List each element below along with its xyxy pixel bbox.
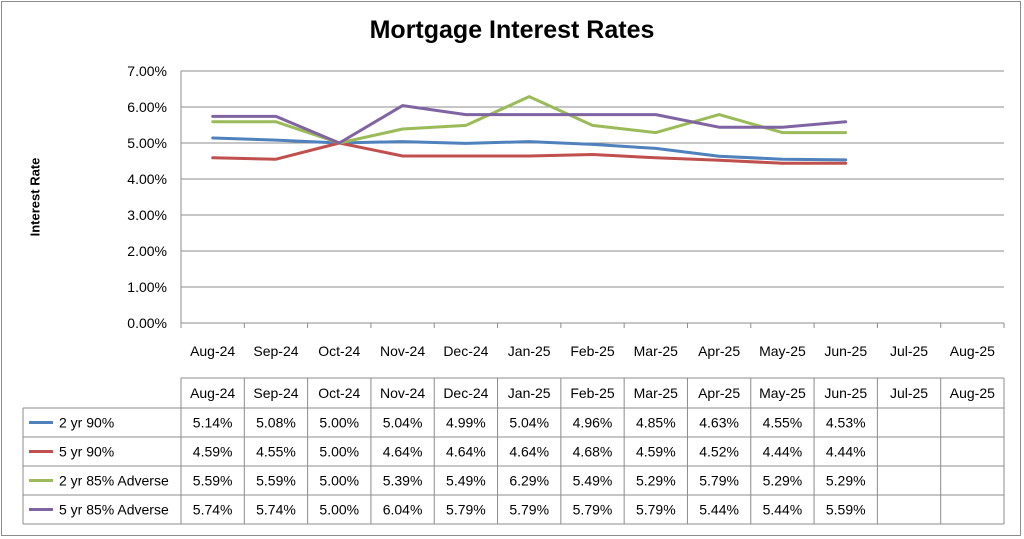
x-tick-label: Jul-25 [890,343,928,359]
x-tick-label: Oct-24 [318,343,360,359]
table-cell: 5.79% [573,502,613,518]
table-header-cell: Aug-25 [950,385,995,401]
x-tick-label: Apr-25 [698,343,740,359]
table-cell: 5.39% [383,473,423,489]
x-tick-label: Aug-24 [190,343,235,359]
x-tick-label: Feb-25 [570,343,615,359]
table-cell: 5.59% [256,473,296,489]
table-cell: 4.64% [383,444,423,460]
table-cell: 5.29% [763,473,803,489]
table-cell: 4.44% [826,444,866,460]
table-cell: 5.79% [446,502,486,518]
table-cell: 4.52% [699,444,739,460]
table-header-cell: May-25 [759,385,806,401]
table-cell: 5.44% [763,502,803,518]
table-cell: 5.49% [573,473,613,489]
table-header-cell: Feb-25 [570,385,615,401]
table-cell: 5.29% [636,473,676,489]
table-header-cell: Sep-24 [253,385,298,401]
x-tick-label: Aug-25 [950,343,995,359]
table-cell: 4.55% [763,415,803,431]
table-cell: 4.63% [699,415,739,431]
y-tick-label: 7.00% [127,63,167,79]
table-cell: 5.00% [319,444,359,460]
table-cell: 6.04% [383,502,423,518]
table-cell: 6.29% [509,473,549,489]
table-cell: 5.00% [319,473,359,489]
table-cell: 5.74% [256,502,296,518]
table-cell: 5.49% [446,473,486,489]
x-tick-label: Mar-25 [634,343,679,359]
table-header-cell: Apr-25 [698,385,740,401]
table-header-cell: Aug-24 [190,385,235,401]
table-cell: 4.64% [446,444,486,460]
table-cell: 5.79% [509,502,549,518]
table-header-cell: Jan-25 [508,385,551,401]
series-line-4 [211,104,848,145]
table-cell: 5.79% [636,502,676,518]
x-tick-label: May-25 [759,343,806,359]
table-cell: 5.29% [826,473,866,489]
table-cell: 4.53% [826,415,866,431]
table-cell: 4.96% [573,415,613,431]
series-line-3 [211,95,848,145]
table-cell: 5.00% [319,502,359,518]
x-tick-label: Jan-25 [508,343,551,359]
y-tick-label: 4.00% [127,171,167,187]
table-header-cell: Mar-25 [634,385,679,401]
table-cell: 5.44% [699,502,739,518]
table-cell: 5.00% [319,415,359,431]
table-cell: 4.85% [636,415,676,431]
table-cell: 5.79% [699,473,739,489]
table-cell: 4.64% [509,444,549,460]
table-cell: 4.55% [256,444,296,460]
table-cell: 5.04% [509,415,549,431]
legend-label-4: 5 yr 85% Adverse [59,502,169,518]
legend-label-1: 2 yr 90% [59,415,114,431]
table-header-cell: Jun-25 [824,385,867,401]
y-tick-label: 3.00% [127,207,167,223]
legend-label-2: 5 yr 90% [59,444,114,460]
table-cell: 5.08% [256,415,296,431]
y-tick-label: 0.00% [127,315,167,331]
table-cell: 5.04% [383,415,423,431]
table-header-cell: Oct-24 [318,385,360,401]
y-tick-label: 5.00% [127,135,167,151]
y-tick-label: 2.00% [127,243,167,259]
x-tick-label: Sep-24 [253,343,298,359]
table-cell: 4.44% [763,444,803,460]
chart-title: Mortgage Interest Rates [369,16,655,44]
table-cell: 5.74% [193,502,233,518]
table-header-cell: Nov-24 [380,385,425,401]
table-cell: 4.59% [636,444,676,460]
table-cell: 4.59% [193,444,233,460]
x-tick-label: Nov-24 [380,343,425,359]
table-cell: 5.14% [193,415,233,431]
table-header-cell: Dec-24 [443,385,488,401]
table-cell: 5.59% [193,473,233,489]
x-tick-label: Dec-24 [443,343,488,359]
series-line-2 [211,141,848,165]
y-tick-label: 1.00% [127,279,167,295]
legend-label-3: 2 yr 85% Adverse [59,473,169,489]
series-line-1 [211,136,848,162]
table-cell: 5.59% [826,502,866,518]
y-tick-label: 6.00% [127,99,167,115]
table-cell: 4.68% [573,444,613,460]
table-header-cell: Jul-25 [890,385,928,401]
x-tick-label: Jun-25 [824,343,867,359]
table-cell: 4.99% [446,415,486,431]
